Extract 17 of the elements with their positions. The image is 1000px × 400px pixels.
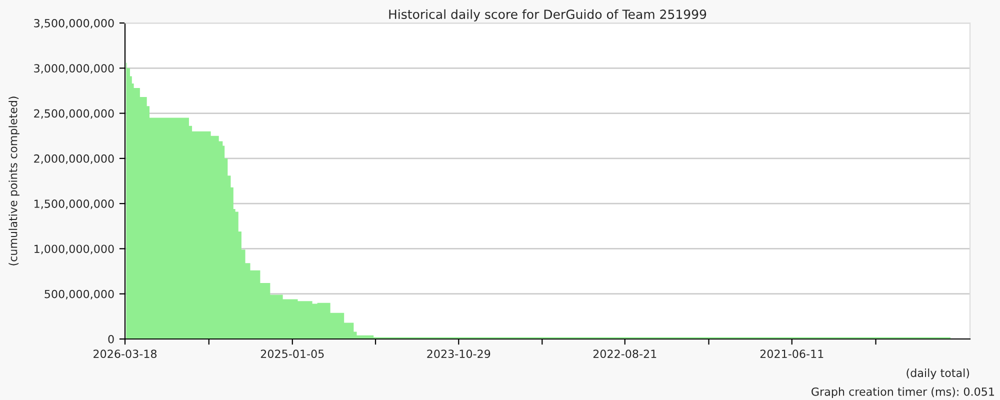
- x-tick-label: 2022-08-21: [593, 350, 656, 358]
- x-tick-label: 2021-06-11: [760, 350, 824, 358]
- chart-title: Historical daily score for DerGuido of Team 251999: [389, 9, 706, 22]
- x-axis-title: (daily total): [906, 368, 970, 380]
- y-tick-label: 0: [108, 334, 114, 344]
- y-tick-label: 1,500,000,000: [34, 200, 114, 210]
- x-tick-label: 2026-03-18: [94, 350, 157, 358]
- y-tick-label: 2,500,000,000: [34, 109, 114, 119]
- y-tick-label: 3,000,000,000: [34, 64, 114, 74]
- x-tick-label: 2023-10-29: [427, 350, 490, 358]
- x-tick-label: 2025-01-05: [260, 350, 324, 358]
- y-axis-title: (cumulative points completed): [8, 96, 20, 266]
- y-tick-label: 3,500,000,000: [34, 18, 114, 29]
- text: Graph creation timer (ms): 0.051: [812, 387, 994, 398]
- y-tick-label: 1,000,000,000: [34, 244, 114, 254]
- y-tick-label: 2,000,000,000: [34, 154, 114, 164]
- y-tick-label: 500,000,000: [44, 290, 114, 300]
